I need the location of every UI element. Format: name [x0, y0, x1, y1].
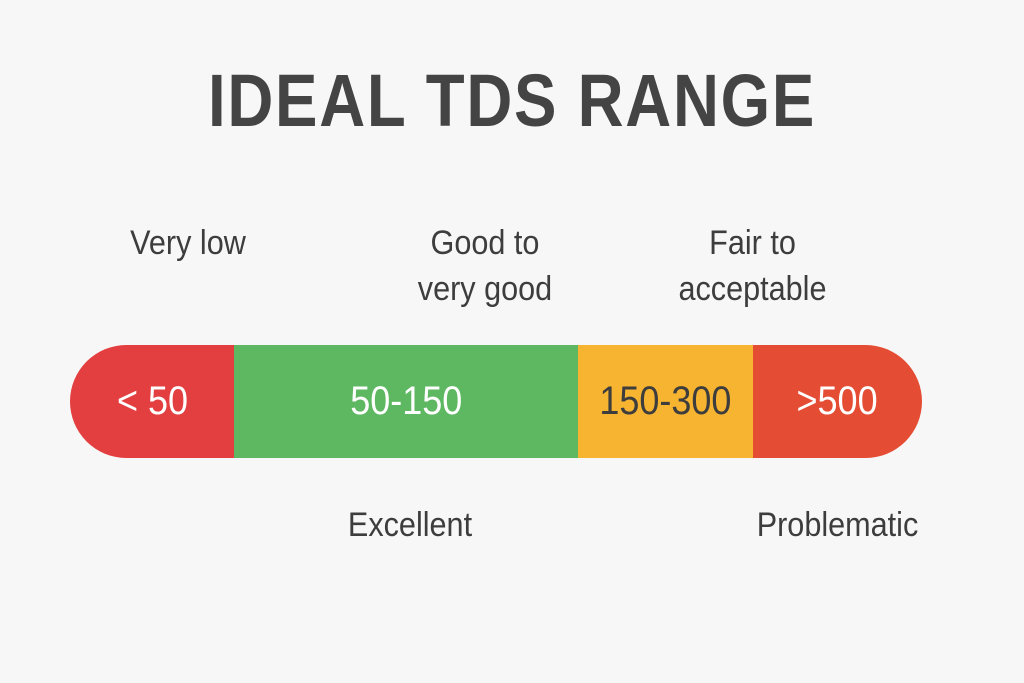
label-good-to-very-good: Good to very good [395, 220, 575, 312]
segment-label: < 50 [116, 379, 188, 423]
label-good-line2: very good [417, 270, 553, 308]
label-good-line1: Good to [430, 224, 540, 262]
segment-label: 150-300 [599, 379, 732, 423]
label-excellent: Excellent [347, 506, 473, 544]
label-fair-to-acceptable: Fair to acceptable [660, 220, 845, 312]
tds-range-bar: < 50 50-150 150-300 >500 [70, 345, 922, 458]
segment-label: >500 [796, 379, 879, 423]
page-title: IDEAL TDS RANGE [207, 59, 817, 142]
label-fair-line1: Fair to [709, 224, 796, 262]
label-fair-line2: acceptable [678, 270, 827, 308]
segment-excellent: 50-150 [234, 345, 578, 458]
label-problematic: Problematic [756, 506, 919, 544]
segment-problematic: >500 [753, 345, 922, 458]
label-very-low: Very low [130, 224, 246, 262]
segment-label: 50-150 [349, 379, 463, 423]
segment-fair: 150-300 [578, 345, 753, 458]
segment-very-low: < 50 [70, 345, 234, 458]
